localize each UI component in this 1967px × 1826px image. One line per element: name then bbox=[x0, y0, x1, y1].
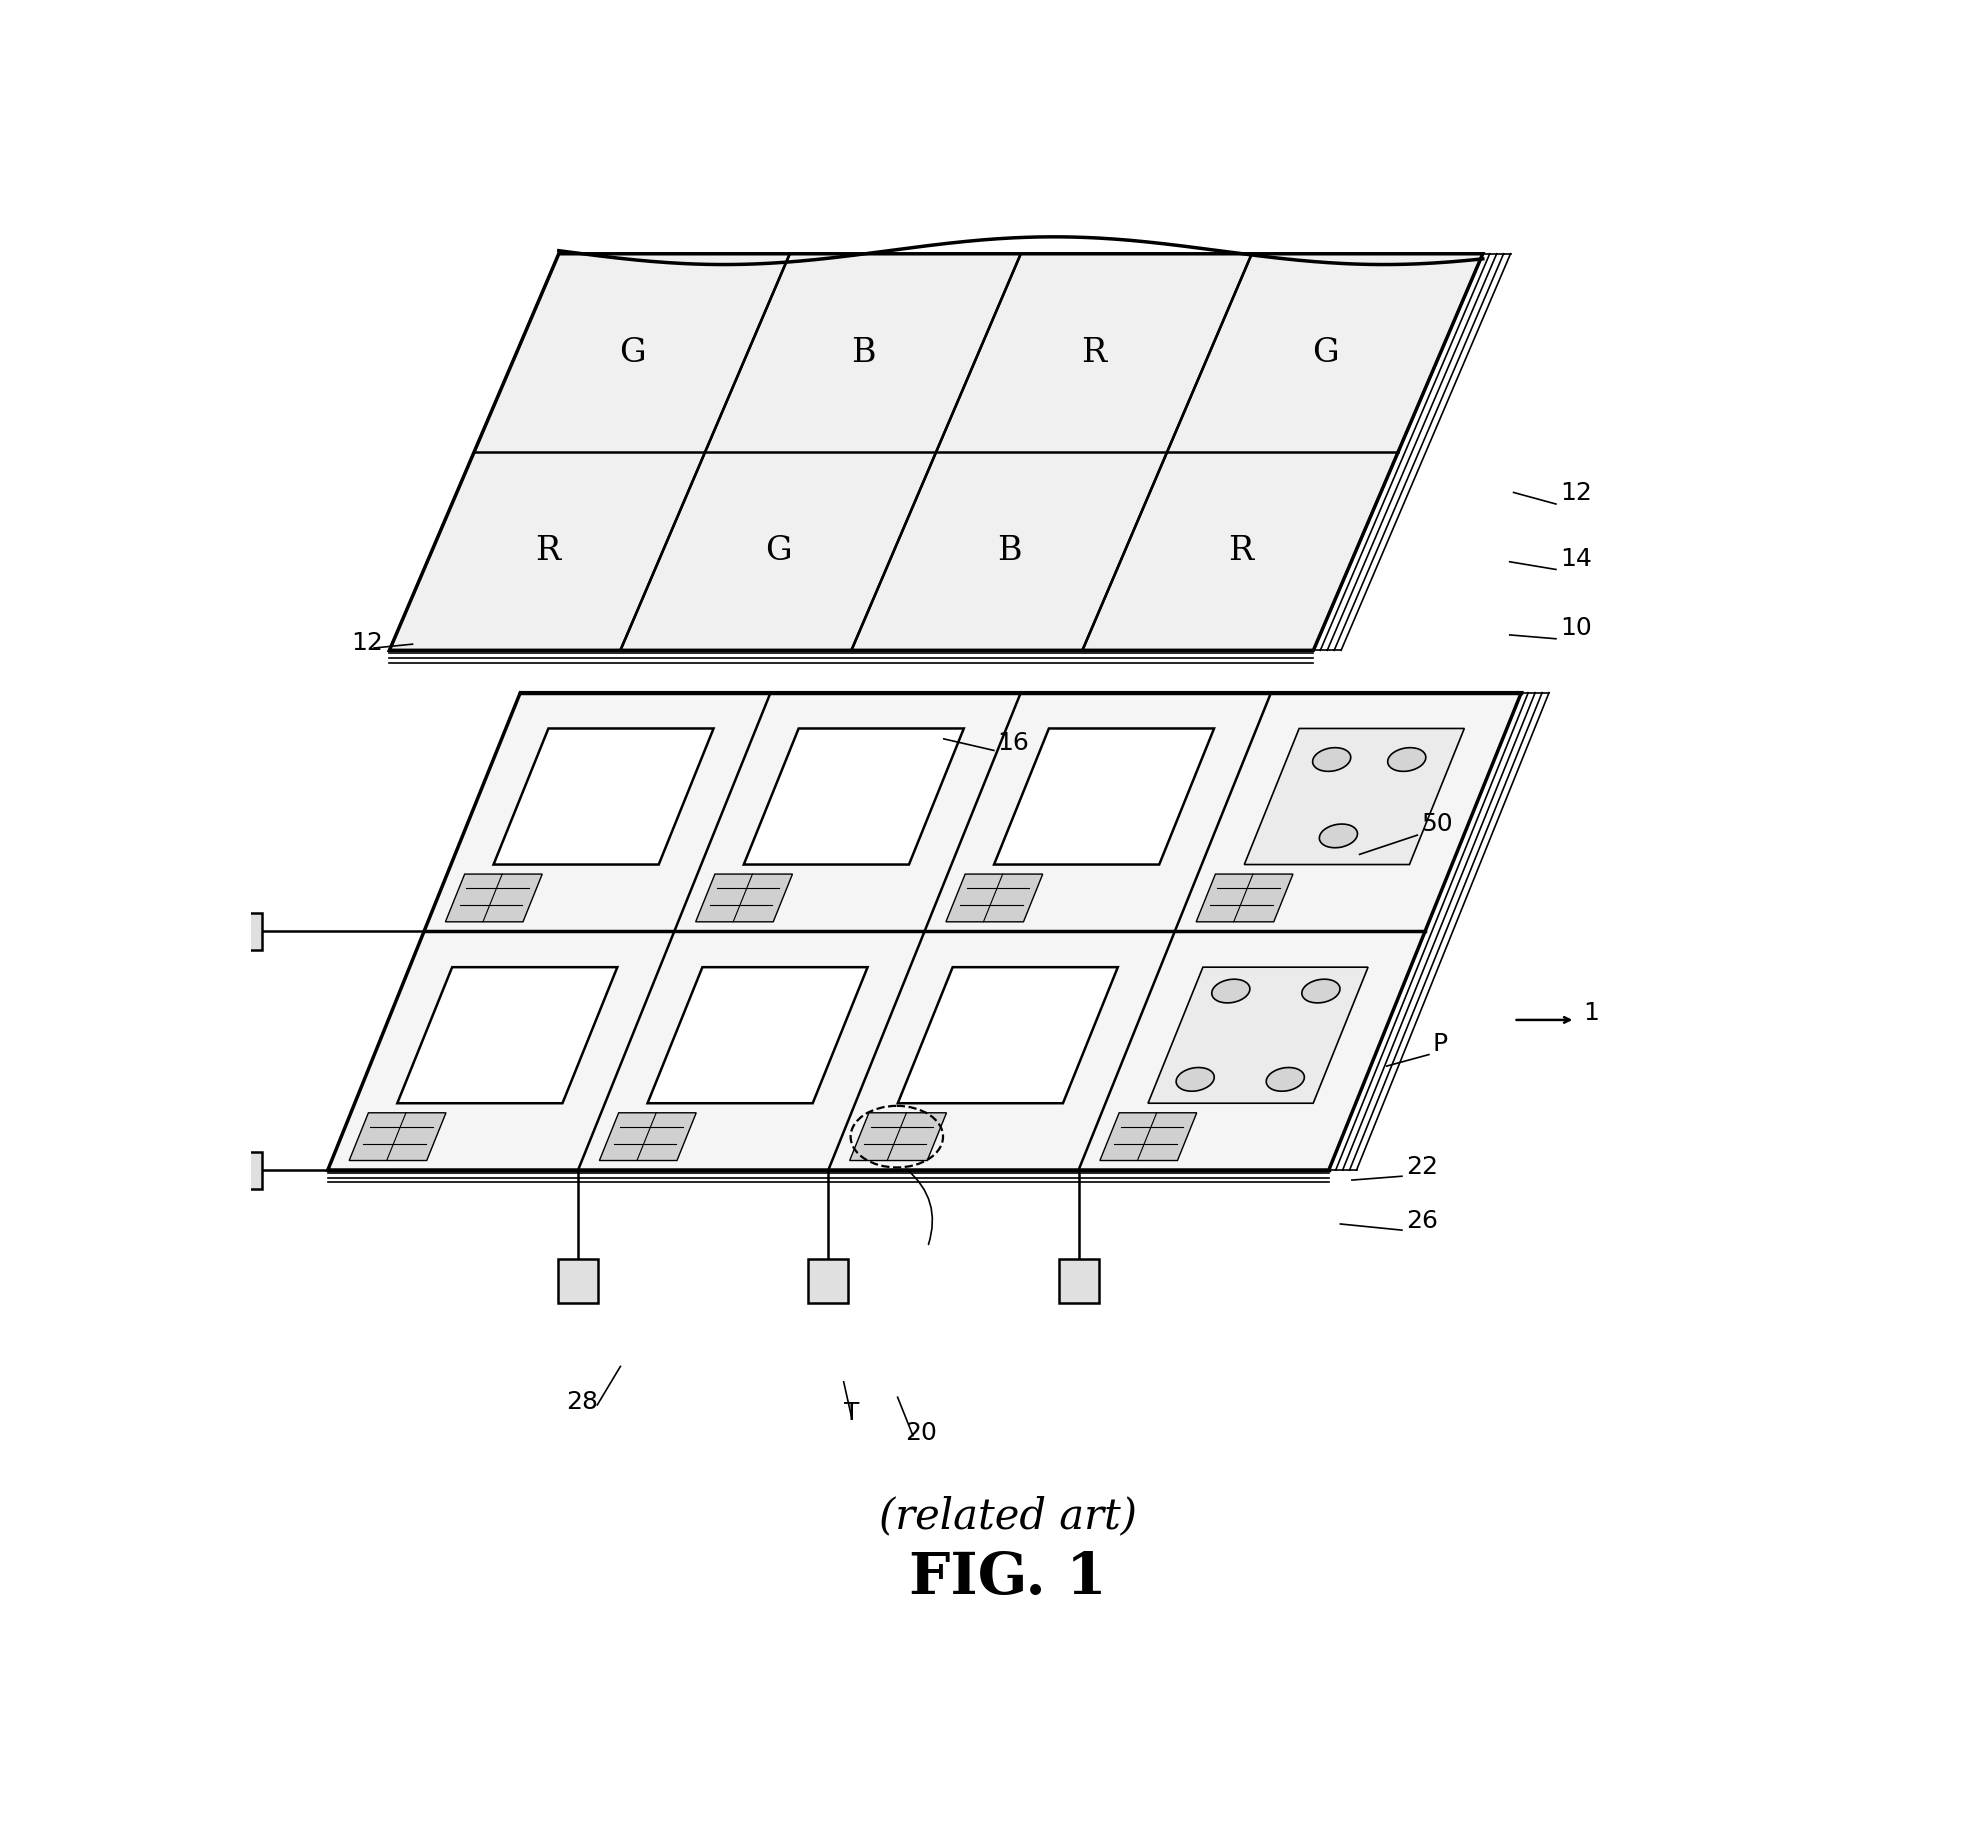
Text: B: B bbox=[997, 535, 1021, 568]
Polygon shape bbox=[1196, 875, 1292, 922]
Polygon shape bbox=[328, 692, 1520, 1170]
Text: (related art): (related art) bbox=[879, 1495, 1137, 1537]
Bar bbox=[218, 1152, 262, 1189]
Text: B: B bbox=[850, 338, 875, 369]
Polygon shape bbox=[744, 729, 964, 864]
Ellipse shape bbox=[1387, 747, 1426, 771]
Bar bbox=[1058, 1258, 1098, 1304]
Ellipse shape bbox=[1267, 1068, 1304, 1092]
Polygon shape bbox=[350, 1112, 447, 1161]
Ellipse shape bbox=[1212, 979, 1249, 1002]
Ellipse shape bbox=[1320, 824, 1357, 847]
Text: FIG. 1: FIG. 1 bbox=[909, 1550, 1107, 1607]
Text: R: R bbox=[1227, 535, 1253, 568]
Ellipse shape bbox=[1302, 979, 1340, 1002]
Text: G: G bbox=[620, 338, 645, 369]
Text: 1: 1 bbox=[1583, 1001, 1599, 1024]
Polygon shape bbox=[1245, 729, 1463, 864]
Bar bbox=[559, 1258, 598, 1304]
Polygon shape bbox=[494, 729, 714, 864]
Text: R: R bbox=[535, 535, 561, 568]
Polygon shape bbox=[647, 968, 867, 1103]
Bar bbox=[808, 1258, 848, 1304]
Text: G: G bbox=[765, 535, 791, 568]
Bar bbox=[218, 913, 262, 950]
Text: 10: 10 bbox=[1560, 615, 1591, 639]
Polygon shape bbox=[600, 1112, 696, 1161]
Polygon shape bbox=[946, 875, 1043, 922]
Polygon shape bbox=[1149, 968, 1369, 1103]
Ellipse shape bbox=[1312, 747, 1351, 771]
Polygon shape bbox=[993, 729, 1214, 864]
Polygon shape bbox=[397, 968, 618, 1103]
Polygon shape bbox=[850, 1112, 946, 1161]
Text: 16: 16 bbox=[997, 732, 1029, 756]
Text: 50: 50 bbox=[1422, 813, 1454, 836]
Polygon shape bbox=[1100, 1112, 1196, 1161]
Polygon shape bbox=[445, 875, 543, 922]
Text: 12: 12 bbox=[350, 632, 384, 656]
Polygon shape bbox=[696, 875, 793, 922]
Text: 26: 26 bbox=[1406, 1209, 1438, 1233]
Text: 22: 22 bbox=[1406, 1154, 1438, 1180]
Text: R: R bbox=[1082, 338, 1107, 369]
Text: 12: 12 bbox=[1560, 482, 1591, 506]
Text: 28: 28 bbox=[566, 1390, 598, 1413]
Text: 20: 20 bbox=[905, 1421, 936, 1444]
Text: T: T bbox=[844, 1401, 860, 1426]
Ellipse shape bbox=[1176, 1068, 1214, 1092]
Polygon shape bbox=[897, 968, 1117, 1103]
Polygon shape bbox=[389, 254, 1483, 650]
Text: P: P bbox=[1432, 1032, 1448, 1055]
Text: G: G bbox=[1312, 338, 1338, 369]
Text: 14: 14 bbox=[1560, 546, 1591, 570]
